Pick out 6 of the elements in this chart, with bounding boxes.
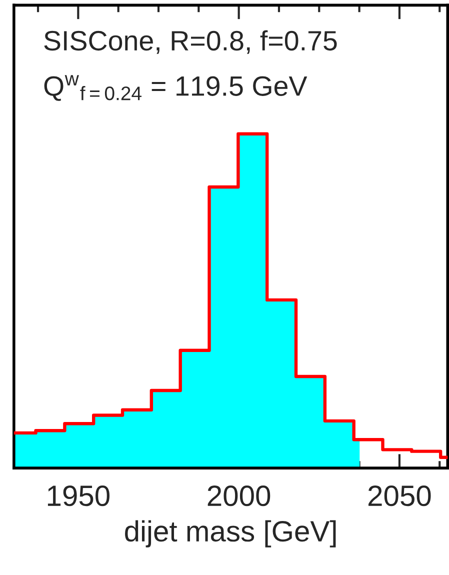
x-tick-label: 2050 <box>368 485 431 506</box>
text: SISCone, R=0.8, f=0.75 <box>44 30 337 54</box>
x-tick-label: 2000 <box>208 485 270 506</box>
text: Q$^{w}$$_{f=0.24}$ = 119.5 GeV <box>44 75 308 101</box>
x-axis-title: dijet mass [GeV] <box>125 520 336 548</box>
x-tick-label: 1950 <box>48 485 110 506</box>
